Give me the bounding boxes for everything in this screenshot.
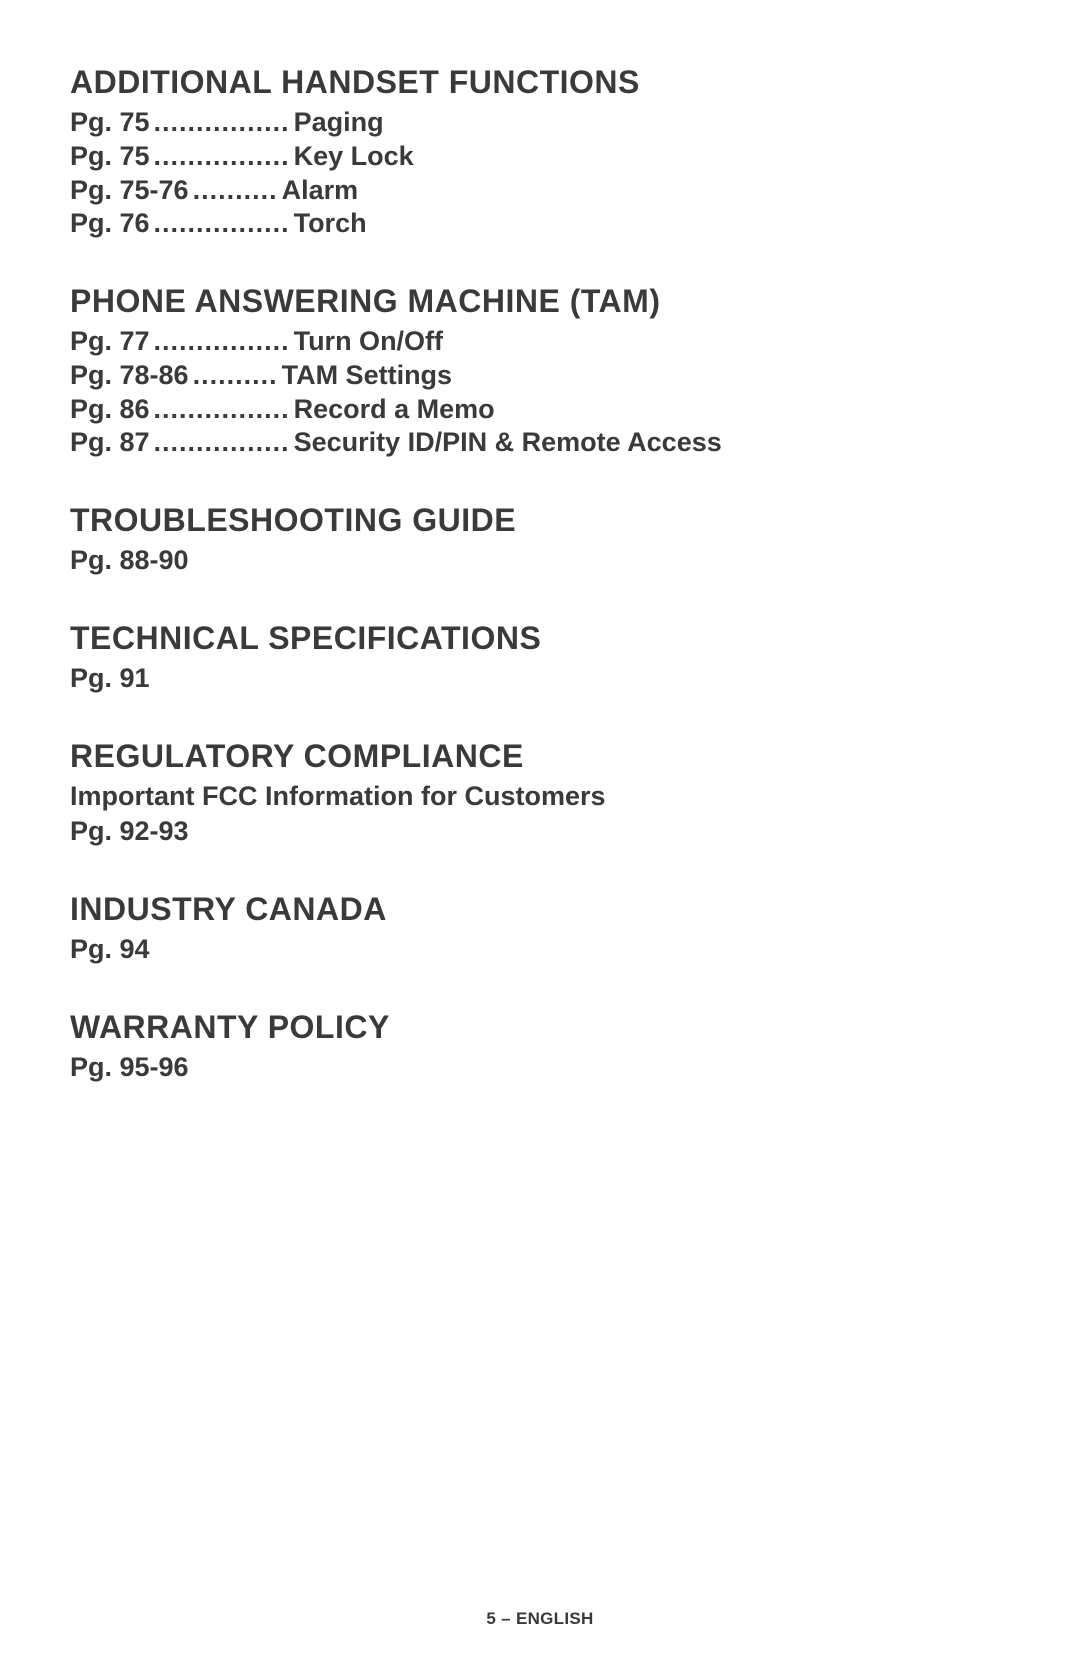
- toc-section: REGULATORY COMPLIANCE Important FCC Info…: [70, 736, 1010, 850]
- section-heading: REGULATORY COMPLIANCE: [70, 736, 1010, 776]
- section-page: Pg. 91: [70, 662, 1010, 696]
- entry-page: Pg. 75: [70, 140, 150, 174]
- toc-section: ADDITIONAL HANDSET FUNCTIONS Pg. 75 ....…: [70, 62, 1010, 241]
- entry-title: TAM Settings: [282, 359, 453, 393]
- entry-title: Security ID/PIN & Remote Access: [294, 426, 722, 460]
- section-heading: ADDITIONAL HANDSET FUNCTIONS: [70, 62, 1010, 102]
- entry-dots: ..........: [189, 359, 282, 393]
- entry-page: Pg. 77: [70, 325, 150, 359]
- section-subheading: Important FCC Information for Customers: [70, 780, 1010, 814]
- entry-page: Pg. 76: [70, 207, 150, 241]
- entry-title: Key Lock: [294, 140, 414, 174]
- entry-title: Alarm: [282, 174, 359, 208]
- entry-title: Turn On/Off: [294, 325, 443, 359]
- toc-section: TROUBLESHOOTING GUIDE Pg. 88-90: [70, 500, 1010, 578]
- entry-page: Pg. 78-86: [70, 359, 189, 393]
- toc-entry: Pg. 87 ................ Security ID/PIN …: [70, 426, 1010, 460]
- entry-page: Pg. 86: [70, 393, 150, 427]
- toc-entry: Pg. 75 ................ Key Lock: [70, 140, 1010, 174]
- entry-dots: ................: [150, 426, 294, 460]
- toc-section: WARRANTY POLICY Pg. 95-96: [70, 1007, 1010, 1085]
- entry-dots: ................: [150, 140, 294, 174]
- toc-entry: Pg. 76 ................ Torch: [70, 207, 1010, 241]
- section-heading: INDUSTRY CANADA: [70, 889, 1010, 929]
- section-heading: TECHNICAL SPECIFICATIONS: [70, 618, 1010, 658]
- section-page: Pg. 95-96: [70, 1051, 1010, 1085]
- entry-title: Paging: [294, 106, 384, 140]
- section-page: Pg. 92-93: [70, 815, 1010, 849]
- section-page: Pg. 94: [70, 933, 1010, 967]
- entry-title: Record a Memo: [294, 393, 495, 427]
- entry-title: Torch: [294, 207, 367, 241]
- entry-dots: ................: [150, 106, 294, 140]
- section-heading: TROUBLESHOOTING GUIDE: [70, 500, 1010, 540]
- toc-entry: Pg. 78-86 .......... TAM Settings: [70, 359, 1010, 393]
- entry-page: Pg. 75-76: [70, 174, 189, 208]
- toc-section: PHONE ANSWERING MACHINE (TAM) Pg. 77 ...…: [70, 281, 1010, 460]
- entry-dots: ................: [150, 325, 294, 359]
- section-heading: PHONE ANSWERING MACHINE (TAM): [70, 281, 1010, 321]
- toc-entry: Pg. 86 ................ Record a Memo: [70, 393, 1010, 427]
- section-heading: WARRANTY POLICY: [70, 1007, 1010, 1047]
- entry-page: Pg. 75: [70, 106, 150, 140]
- entry-dots: ..........: [189, 174, 282, 208]
- toc-entry: Pg. 77 ................ Turn On/Off: [70, 325, 1010, 359]
- page-footer: 5 – ENGLISH: [0, 1609, 1080, 1629]
- toc-section: TECHNICAL SPECIFICATIONS Pg. 91: [70, 618, 1010, 696]
- toc-entry: Pg. 75 ................ Paging: [70, 106, 1010, 140]
- entry-dots: ................: [150, 393, 294, 427]
- toc-entry: Pg. 75-76 .......... Alarm: [70, 174, 1010, 208]
- section-page: Pg. 88-90: [70, 544, 1010, 578]
- toc-section: INDUSTRY CANADA Pg. 94: [70, 889, 1010, 967]
- entry-page: Pg. 87: [70, 426, 150, 460]
- entry-dots: ................: [150, 207, 294, 241]
